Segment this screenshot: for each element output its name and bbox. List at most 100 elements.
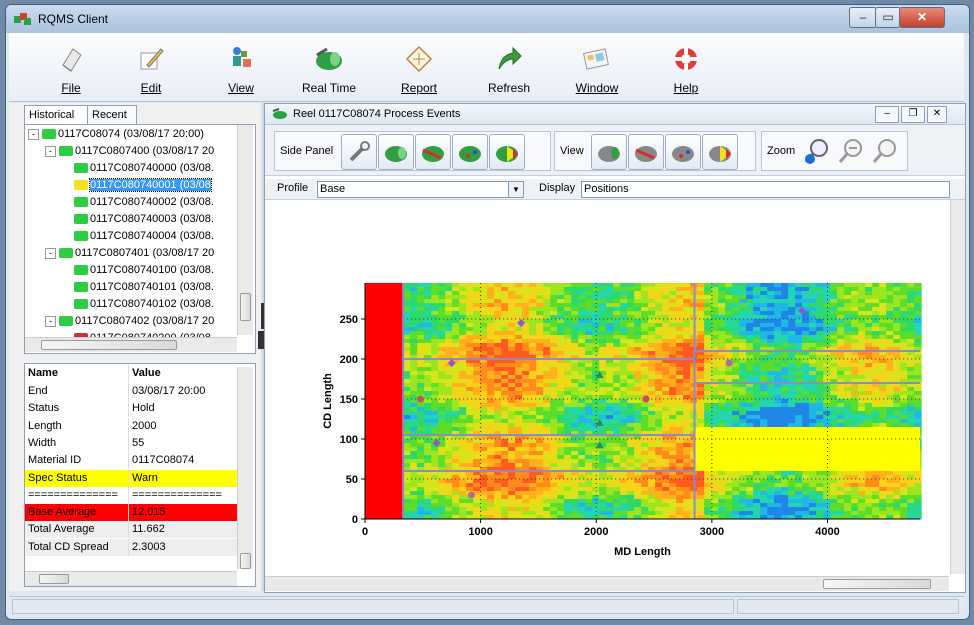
tree-node[interactable]: 0117C080740001 (03/08 (74, 177, 212, 193)
zoom-out-button[interactable] (834, 134, 868, 168)
help-button[interactable]: Help (662, 33, 710, 101)
side-panel-green-reel-button[interactable] (378, 134, 414, 170)
property-row[interactable]: Base Average 12.015 (25, 504, 240, 522)
data-point-triangle[interactable] (595, 419, 604, 426)
collapse-icon[interactable]: - (45, 145, 56, 157)
properties-horizontal-scrollbar[interactable] (25, 571, 237, 586)
side-panel-tools-button[interactable] (341, 134, 377, 170)
tree-horizontal-scrollbar[interactable] (25, 337, 237, 352)
property-row[interactable]: Material ID 0117C08074 (25, 452, 240, 470)
tree-node[interactable]: - 0117C0807401 (03/08/17 20 (45, 245, 214, 261)
properties-header[interactable]: Name Value (25, 365, 240, 382)
tree-node[interactable]: 0117C080740002 (03/08. (74, 194, 214, 210)
collapse-icon[interactable]: - (45, 247, 56, 259)
tree-node[interactable]: 0117C080740004 (03/08. (74, 228, 214, 244)
window-button[interactable]: Window (569, 33, 625, 101)
data-point-diamond[interactable] (798, 307, 807, 315)
property-row[interactable]: Total CD Spread 2.3003 (25, 538, 240, 556)
tab-historical[interactable]: Historical (24, 105, 89, 126)
tree-node[interactable]: - 0117C0807402 (03/08/17 20 (45, 313, 214, 329)
tree-hscroll-thumb[interactable] (41, 340, 177, 350)
document-restore-button[interactable]: ❐ (901, 106, 925, 123)
property-name: Spec Status (25, 469, 129, 487)
property-row[interactable]: Width 55 (25, 434, 240, 452)
maximize-button[interactable]: ▭ (875, 7, 901, 28)
chart-horizontal-scrollbar[interactable] (265, 576, 949, 591)
property-name: Total Average (25, 521, 129, 539)
splitter-grip-bottom[interactable] (258, 331, 264, 349)
side-panel-red-reel-button[interactable] (415, 134, 451, 170)
side-panel-dots-reel-button[interactable] (452, 134, 488, 170)
tree-node[interactable]: - 0117C0807400 (03/08/17 20 (45, 143, 214, 159)
y-tick-label: 100 (340, 434, 358, 446)
collapse-icon[interactable]: - (45, 315, 56, 327)
view-red-line-reel-button[interactable] (628, 134, 664, 170)
tree-node[interactable]: 0117C080740100 (03/08. (74, 262, 214, 278)
data-point-circle[interactable] (417, 395, 424, 403)
profile-select[interactable]: Base ▼ (317, 181, 524, 198)
tree-node[interactable]: 0117C080740003 (03/08. (74, 211, 214, 227)
display-select[interactable]: Positions (581, 181, 950, 198)
zoom-in-button[interactable] (800, 134, 834, 168)
view-gray-reel-button[interactable] (591, 134, 627, 170)
view-dots-reel-button[interactable] (665, 134, 701, 170)
reel-status-icon (74, 299, 88, 310)
window-label: Window (575, 81, 619, 95)
data-point-triangle[interactable] (595, 371, 604, 378)
side-panel-multicolor-reel-button[interactable] (489, 134, 525, 170)
tree-node[interactable]: 0117C080740102 (03/08. (74, 296, 214, 312)
chart-vertical-scrollbar[interactable] (950, 200, 965, 574)
data-point-diamond[interactable] (517, 319, 526, 327)
document-close-button[interactable]: ✕ (927, 106, 947, 123)
help-icon (675, 48, 697, 70)
heatmap-chart[interactable]: 0 1000 2000 3000 4000 0 50 100 150 200 250 MD Lengt… (265, 201, 949, 574)
properties-hscroll-thumb[interactable] (39, 574, 69, 584)
tree-node[interactable]: - 0117C08074 (03/08/17 20:00) (28, 126, 204, 142)
tree-node-label: 0117C0807402 (03/08/17 20 (75, 315, 215, 327)
navigation-pane: Historical Recent -0117C08074 (03/08/17 … (9, 103, 261, 591)
tree-scroll-thumb[interactable] (240, 293, 251, 321)
tab-recent[interactable]: Recent (87, 105, 137, 125)
view-button[interactable]: View (217, 33, 265, 101)
refresh-button[interactable]: Refresh (481, 33, 537, 101)
display-value: Positions (584, 183, 629, 195)
data-point-circle[interactable] (725, 359, 733, 367)
chevron-down-icon[interactable]: ▼ (508, 182, 523, 197)
document-minimize-button[interactable]: – (875, 106, 899, 123)
edit-button[interactable]: Edit (127, 33, 175, 101)
zoom-group-label: Zoom (767, 145, 796, 157)
properties-vertical-scrollbar[interactable] (237, 367, 253, 569)
property-row[interactable]: End 03/08/17 20:00 (25, 383, 240, 400)
app-icon (14, 13, 31, 25)
property-row[interactable]: Total Average 11.662 (25, 521, 240, 539)
property-row[interactable]: Length 2000 (25, 417, 240, 435)
properties-scroll-thumb[interactable] (240, 553, 251, 569)
tree-node[interactable]: 0117C080740000 (03/08. (74, 160, 214, 176)
data-point-circle[interactable] (467, 491, 475, 499)
zoom-reset-button[interactable] (868, 134, 902, 168)
property-row[interactable]: ============== ============== (25, 486, 240, 504)
property-row[interactable]: Status Hold (25, 400, 240, 418)
property-row[interactable]: Spec Status Warn (25, 469, 240, 487)
data-point-circle[interactable] (642, 395, 650, 403)
y-tick-label: 50 (346, 474, 358, 486)
zoom-reset-icon (872, 139, 896, 163)
tree-node[interactable]: 0117C080740101 (03/08. (74, 279, 214, 295)
real-time-button[interactable]: Real Time (294, 33, 364, 101)
heatmap-cells (403, 283, 922, 520)
data-point-diamond[interactable] (432, 439, 441, 447)
file-button[interactable]: File (47, 33, 95, 101)
data-point-diamond[interactable] (447, 359, 456, 367)
minimize-button[interactable]: – (849, 7, 877, 28)
file-label: File (61, 81, 81, 95)
close-button[interactable]: ✕ (899, 7, 945, 28)
chart-hscroll-thumb[interactable] (823, 579, 931, 589)
tree-vertical-scrollbar[interactable] (237, 125, 253, 335)
real-time-icon (316, 47, 342, 70)
data-point-triangle[interactable] (595, 441, 604, 449)
x-tick-label: 4000 (815, 526, 839, 538)
view-multicolor-reel-button[interactable] (702, 134, 738, 170)
collapse-icon[interactable]: - (28, 128, 39, 140)
report-button[interactable]: Report (392, 33, 446, 101)
main-toolbar: File Edit View Real Time Report Refresh … (9, 33, 964, 102)
